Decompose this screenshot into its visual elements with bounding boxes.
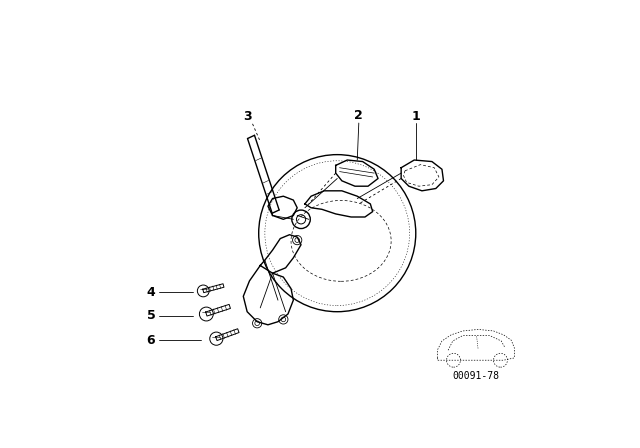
- Text: 1: 1: [412, 110, 420, 123]
- Text: 2: 2: [355, 109, 363, 122]
- Text: 6: 6: [147, 334, 156, 347]
- Text: 4: 4: [147, 286, 156, 299]
- Text: 00091-78: 00091-78: [452, 370, 499, 381]
- Text: 3: 3: [243, 110, 252, 123]
- Text: 5: 5: [147, 309, 156, 322]
